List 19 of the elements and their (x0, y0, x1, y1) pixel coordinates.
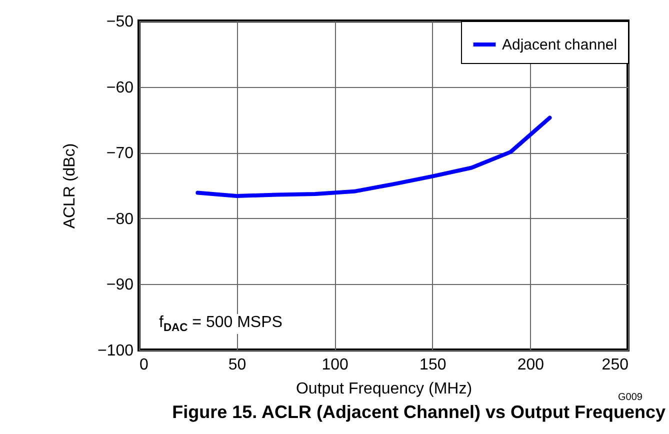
x-tick-label: 200 (517, 356, 544, 374)
x-tick-label: 50 (228, 356, 246, 374)
annotation: f$_{DAC}$ = 500 MSPS (157, 314, 284, 334)
y-axis-title: ACLR (dBc) (61, 143, 78, 229)
y-tick-label: −60 (106, 79, 134, 96)
y-tick-label: −90 (106, 276, 134, 294)
x-axis-title: Output Frequency (MHz) (296, 380, 472, 398)
y-tick-label: −100 (97, 342, 134, 360)
x-tick-label: 250 (602, 356, 629, 374)
text: G009 (616, 392, 644, 403)
text: Figure 15. ACLR (Adjacent Channel) vs Output Frequency (172, 402, 666, 422)
y-tick-label: −70 (106, 145, 134, 162)
line-series (196, 116, 552, 198)
y-tick-label: −80 (106, 210, 134, 228)
x-tick-label: 0 (140, 356, 148, 374)
y-tick-label: −50 (106, 14, 134, 30)
legend-label: Adjacent channel (502, 36, 618, 54)
x-tick-label: 100 (322, 356, 349, 374)
x-tick-label: 150 (420, 356, 446, 374)
